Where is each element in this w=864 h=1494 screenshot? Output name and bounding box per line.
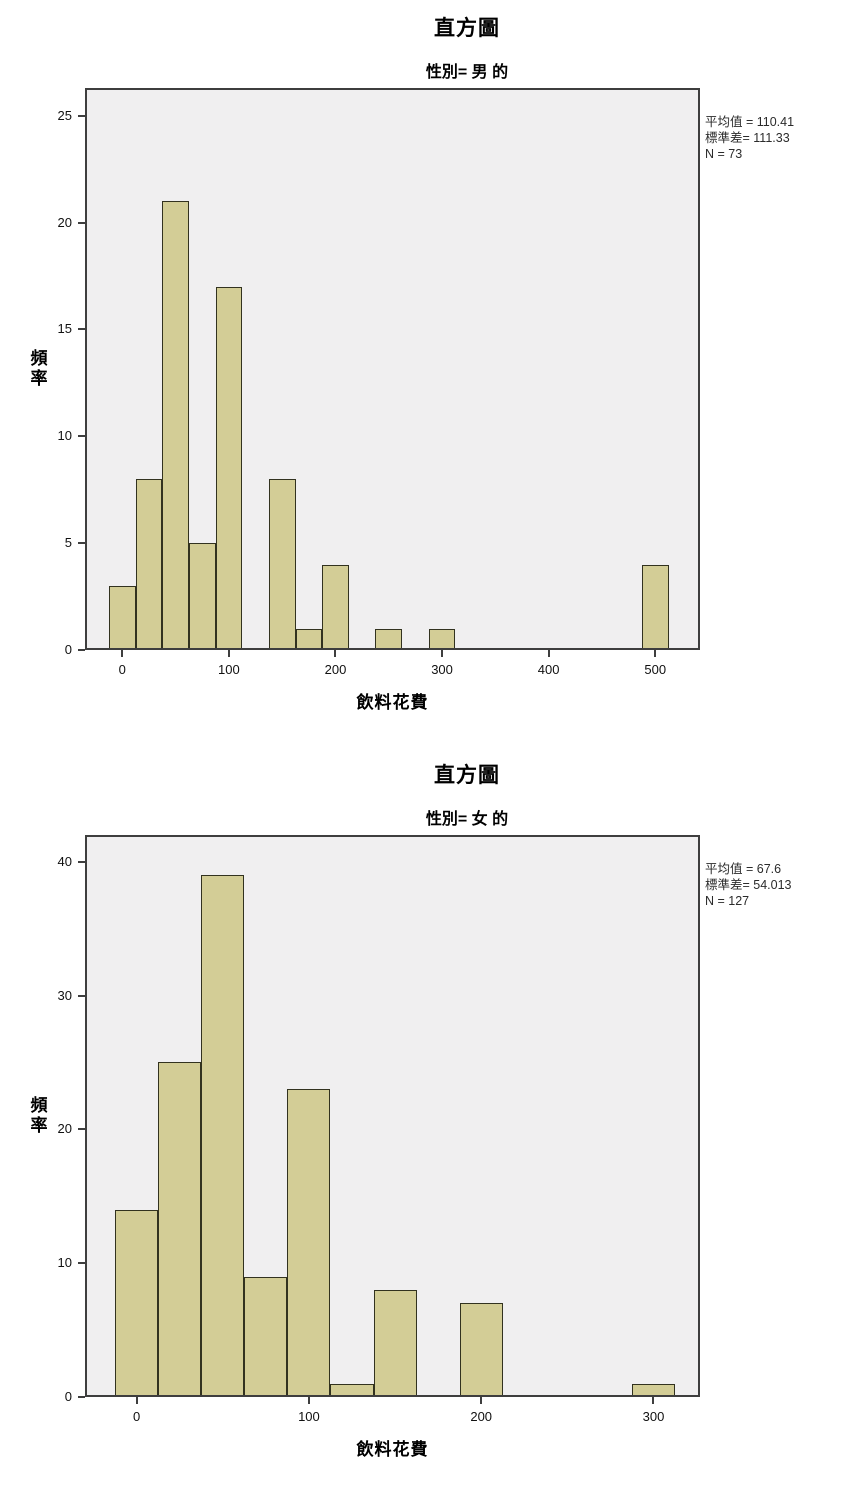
chart-title: 直方圖 — [434, 764, 500, 787]
y-axis-label-char: 率 — [30, 1116, 48, 1135]
y-tick-label: 20 — [57, 1121, 72, 1137]
histogram-bar — [108, 585, 136, 650]
histogram-bar — [330, 1383, 374, 1397]
y-tick-mark — [78, 328, 85, 331]
y-tick-label: 25 — [57, 107, 72, 123]
histogram-bar — [287, 1089, 331, 1397]
y-tick-mark — [78, 1128, 85, 1131]
x-tick-mark — [652, 1397, 655, 1404]
y-axis-label-char: 率 — [30, 369, 48, 388]
plot-area — [85, 88, 700, 650]
histogram-figure-female: 直方圖 性別= 女 的 頻率 平均值 = 67.6 標準差= 54.013 N … — [0, 747, 864, 1494]
stat-stddev: 標準差= 54.013 — [705, 878, 792, 892]
x-axis-label: 飲料花費 — [356, 1440, 429, 1459]
stat-mean: 平均值 = 67.6 — [705, 862, 782, 876]
histogram-bar — [201, 875, 245, 1397]
histogram-figure-male: 直方圖 性別= 男 的 頻率 平均值 = 110.41 標準差= 111.33 … — [30, 17, 795, 712]
y-tick-mark — [78, 1396, 85, 1398]
chart-subtitle: 性別= 女 的 — [425, 811, 509, 828]
stat-stddev: 標準差= 111.33 — [705, 131, 790, 145]
y-axis-label: 頻率 — [29, 349, 49, 389]
x-tick-label: 0 — [118, 662, 126, 677]
y-tick-mark — [78, 860, 85, 863]
x-tick-label: 200 — [324, 662, 347, 677]
y-tick-label: 10 — [57, 1255, 72, 1271]
x-tick-mark — [547, 650, 550, 657]
y-tick-mark — [78, 221, 85, 224]
plot-area — [85, 835, 700, 1397]
x-tick-mark — [307, 1397, 310, 1404]
x-tick-mark — [135, 1397, 138, 1404]
x-tick-label: 300 — [431, 662, 453, 677]
y-tick-mark — [78, 114, 85, 117]
histogram-bar — [428, 628, 456, 650]
histogram-bar — [135, 479, 163, 650]
y-tick-label: 0 — [64, 642, 72, 657]
histogram-bar — [295, 628, 323, 650]
chart-title: 直方圖 — [434, 17, 500, 40]
y-axis-label-char: 頻 — [30, 349, 48, 368]
histogram-bar — [631, 1383, 676, 1397]
plot-wrap: 頻率 平均值 = 110.41 標準差= 111.33 N = 73 飲料花費 … — [31, 88, 794, 712]
y-tick-mark — [78, 649, 85, 651]
histogram-bar — [215, 286, 243, 650]
histogram-bar — [373, 1289, 417, 1397]
x-tick-label: 100 — [218, 662, 240, 677]
x-tick-label: 500 — [644, 662, 667, 677]
x-tick-mark — [654, 650, 657, 657]
stats-legend: 平均值 = 110.41 標準差= 111.33 N = 73 — [705, 114, 864, 162]
x-tick-label: 0 — [133, 1409, 141, 1424]
y-tick-mark — [78, 542, 85, 545]
histogram-bar — [375, 628, 403, 650]
y-tick-mark — [78, 994, 85, 997]
y-axis-label-char: 頻 — [30, 1096, 48, 1115]
x-axis-label: 飲料花費 — [356, 693, 429, 712]
histogram-bar — [641, 564, 669, 650]
y-tick-mark — [78, 1262, 85, 1265]
chart-subtitle: 性別= 男 的 — [425, 64, 509, 81]
y-tick-label: 15 — [57, 321, 72, 337]
histogram-bar — [268, 479, 296, 650]
histogram-bar — [158, 1062, 202, 1397]
histogram-bar — [162, 201, 189, 650]
y-tick-label: 5 — [64, 535, 72, 551]
x-tick-label: 100 — [298, 1409, 320, 1424]
histogram-bar — [459, 1303, 503, 1397]
stat-n: N = 127 — [705, 894, 750, 908]
histogram-bar — [115, 1209, 159, 1397]
x-tick-mark — [480, 1397, 483, 1404]
histogram-bar — [322, 564, 349, 650]
stat-mean: 平均值 = 110.41 — [705, 115, 795, 129]
x-tick-label: 300 — [642, 1409, 665, 1424]
stat-n: N = 73 — [705, 147, 743, 161]
y-tick-label: 0 — [64, 1389, 72, 1404]
histogram-bar — [244, 1276, 288, 1397]
x-tick-label: 200 — [470, 1409, 493, 1424]
x-tick-mark — [441, 650, 444, 657]
x-tick-mark — [334, 650, 337, 657]
histogram-bar — [188, 543, 216, 650]
y-tick-label: 20 — [57, 214, 72, 230]
y-tick-label: 30 — [57, 987, 72, 1003]
y-tick-mark — [78, 435, 85, 438]
stats-legend: 平均值 = 67.6 標準差= 54.013 N = 127 — [705, 861, 864, 909]
x-tick-mark — [227, 650, 230, 657]
y-axis-label: 頻率 — [29, 1096, 49, 1136]
y-tick-label: 40 — [57, 853, 72, 869]
x-tick-label: 400 — [537, 662, 560, 677]
y-tick-label: 10 — [57, 428, 72, 444]
plot-wrap: 頻率 平均值 = 67.6 標準差= 54.013 N = 127 飲料花費 0… — [31, 835, 792, 1459]
x-tick-mark — [121, 650, 124, 657]
